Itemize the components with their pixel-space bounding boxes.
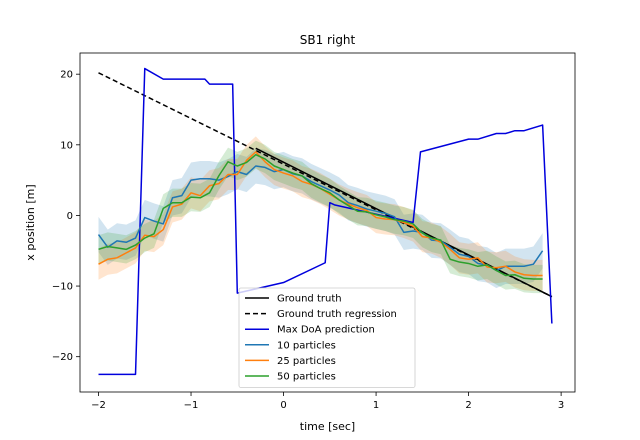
legend-label: 10 particles [277, 340, 336, 351]
legend-label: 50 particles [277, 372, 336, 383]
legend-box [238, 287, 416, 388]
x-tick-label: 0 [280, 400, 286, 411]
legend: Ground truth Ground truth regression Max D… [238, 287, 416, 388]
confidence-bands [98, 136, 543, 294]
x-tick-label: −1 [184, 400, 199, 411]
y-tick-label: −20 [52, 352, 73, 363]
x-tick-label: −2 [91, 400, 106, 411]
band-25-particles [98, 136, 543, 292]
y-tick-label: −10 [52, 282, 73, 293]
y-tick-label: 20 [60, 70, 73, 81]
chart-title: SB1 right [300, 33, 356, 47]
legend-label: Ground truth regression [277, 309, 397, 320]
y-tick-label: 0 [67, 211, 73, 222]
y-tick-label: 10 [60, 140, 73, 151]
line-50-particles [98, 153, 543, 280]
legend-label: 25 particles [277, 356, 336, 367]
line-10-particles [97, 165, 544, 272]
line-ground-truth-regression [98, 72, 553, 298]
legend-label: Max DoA prediction [277, 325, 375, 336]
legend-label: Ground truth [277, 294, 342, 305]
line-max-doa-prediction [98, 67, 553, 376]
plot-frame [79, 52, 576, 393]
x-axis-ticks: −2 −1 0 1 2 3 [91, 392, 564, 411]
band-10-particles [98, 148, 543, 289]
series-lines [97, 67, 553, 376]
x-axis-label: time [sec] [300, 420, 355, 433]
x-tick-label: 1 [373, 400, 379, 411]
x-tick-label: 2 [465, 400, 471, 411]
y-axis-label: x position [m] [24, 184, 37, 260]
y-axis-ticks: −20 −10 0 10 20 [52, 70, 80, 363]
x-tick-label: 3 [558, 400, 564, 411]
